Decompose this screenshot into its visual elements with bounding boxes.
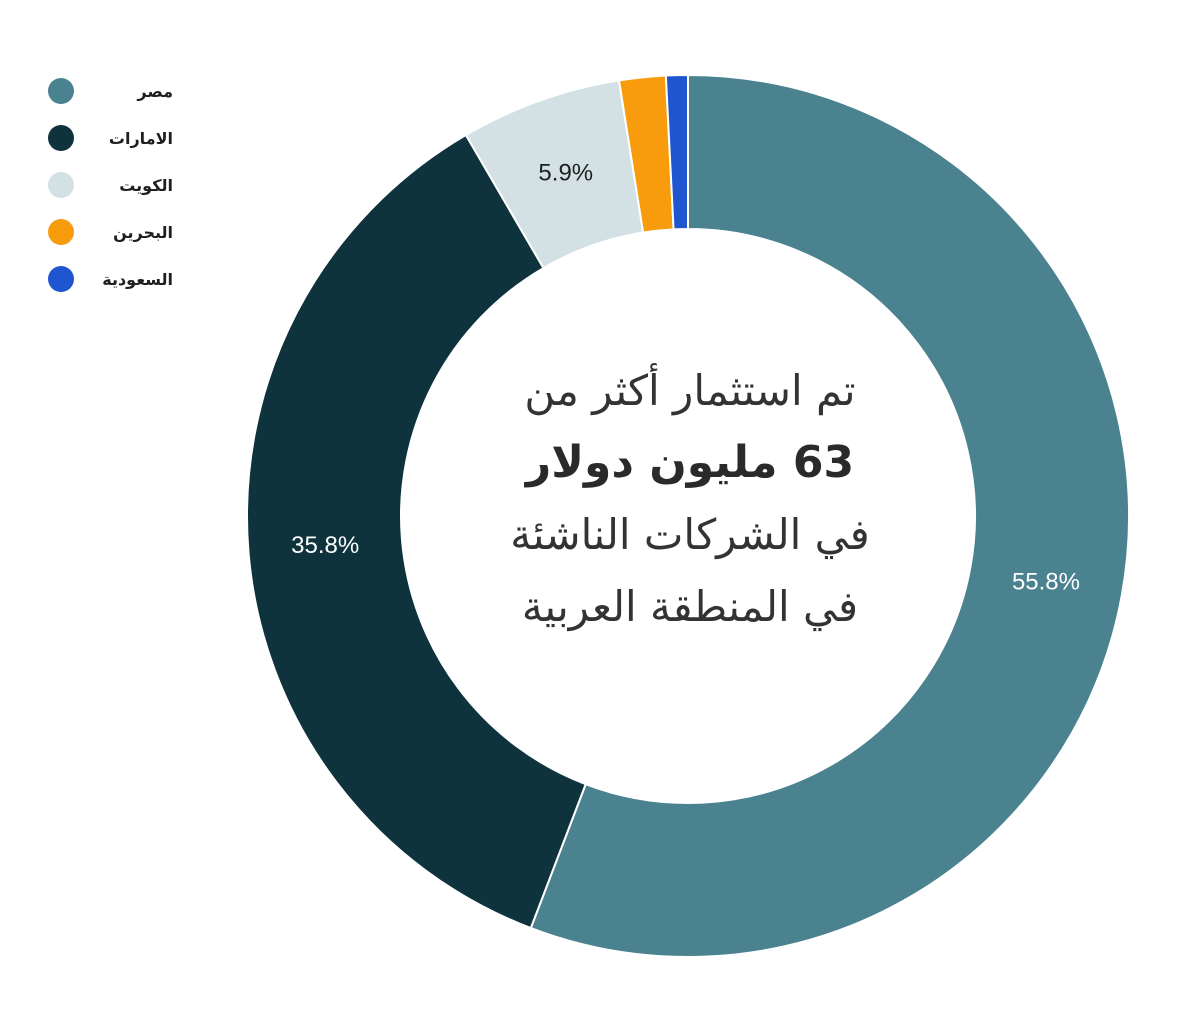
center-caption-headline: 63 مليون دولار (525, 437, 855, 488)
data-label-kuwait: 5.9% (538, 160, 593, 187)
legend: مصر الامارات الكويت البحرين السعودية (48, 77, 173, 312)
legend-label-kuwait: الكويت (119, 175, 173, 195)
center-caption-line-3: في الشركات الناشئة (510, 510, 870, 559)
legend-swatch-bahrain (48, 219, 74, 245)
legend-swatch-egypt (48, 78, 74, 104)
legend-label-egypt: مصر (137, 81, 173, 101)
data-label-uae: 35.8% (291, 532, 359, 559)
center-caption: تم استثمار أكثر من 63 مليون دولار في الش… (440, 355, 940, 643)
center-caption-line-4: في المنطقة العربية (521, 582, 859, 631)
legend-item-uae: الامارات (48, 124, 173, 152)
center-caption-line-1: تم استثمار أكثر من (524, 366, 856, 415)
legend-item-bahrain: البحرين (48, 218, 173, 246)
legend-label-saudi: السعودية (102, 269, 173, 289)
legend-item-kuwait: الكويت (48, 171, 173, 199)
legend-swatch-uae (48, 125, 74, 151)
data-label-egypt: 55.8% (1012, 568, 1080, 595)
legend-swatch-saudi (48, 266, 74, 292)
donut-slice-egypt (529, 73, 1130, 958)
legend-label-bahrain: البحرين (113, 222, 173, 242)
legend-swatch-kuwait (48, 172, 74, 198)
donut-slice-uae (246, 133, 588, 930)
legend-item-egypt: مصر (48, 77, 173, 105)
legend-item-saudi: السعودية (48, 265, 173, 293)
donut-slice-saudi (664, 73, 689, 231)
legend-label-uae: الامارات (108, 128, 173, 148)
